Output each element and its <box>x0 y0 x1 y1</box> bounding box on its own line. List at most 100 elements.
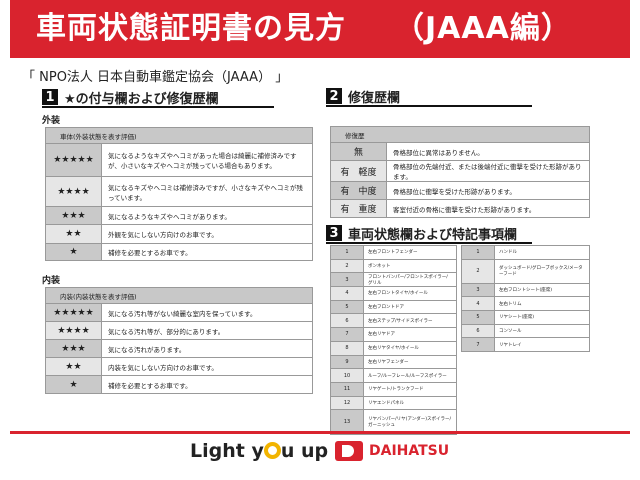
section-1-heading: 1 ★の付与欄および修復歴欄 <box>42 88 274 108</box>
row-description: ダッシュボード/グローブボックス/メーターフード <box>494 258 590 284</box>
row-key: ★ <box>45 375 102 394</box>
row-key: ★★★★★ <box>45 303 102 322</box>
row-description: ボンネット <box>363 258 457 274</box>
repair-history-table: 修復歴無骨格部位に異常はありません。有 軽度 骨格部位の先端付近、または後端付近に… <box>330 126 590 218</box>
row-description: 気になる汚れがあります。 <box>101 339 313 358</box>
section-title: 修復歴欄 <box>348 90 401 106</box>
section-title: ★の付与欄および修復歴欄 <box>64 91 219 107</box>
row-key: 12 <box>330 395 364 411</box>
table-row: ★★★★ 気になるキズやヘコミは補修済みですが、小さなキズやヘコミが残っています。 <box>45 176 313 207</box>
table-row: 10 ルーフ/ルーフレール/ルーフスポイラー <box>330 368 457 383</box>
table-row: ★ 補修を必要とするお車です。 <box>45 375 313 394</box>
row-key: 4 <box>330 286 364 301</box>
divider <box>10 431 630 434</box>
table-header: 内装(内装状態を表す評価) <box>45 287 313 304</box>
row-key: 11 <box>330 381 364 397</box>
row-key: 4 <box>461 296 495 312</box>
exterior-parts-table: 1 左右フロントフェンダー 2 ボンネット 3 フロントバンパー/フロントスポイラー/グリ… <box>330 245 457 436</box>
table-row: ★★★★★ 気になるようなキズやヘコミがあった場合は綺麗に補修済みですが、小さいな… <box>45 143 313 177</box>
table-row: 7 リヤトレイ <box>461 337 590 353</box>
row-description: 内装を気にしない方向けのお車です。 <box>101 357 313 376</box>
row-description: 気になるキズやヘコミは補修済みですが、小さなキズやヘコミが残っています。 <box>101 176 313 207</box>
row-description: フロントバンパー/フロントスポイラー/グリル <box>363 272 457 288</box>
row-key: 8 <box>330 340 364 356</box>
table-row: ★★★★ 気になる汚れ等が、部分的にあります。 <box>45 321 313 340</box>
row-key: 有 重度 <box>330 199 387 218</box>
row-description: 骨格部位に異常はありません。 <box>386 142 590 161</box>
section-title: 車両状態欄および特記事項欄 <box>348 227 518 243</box>
row-description: ルーフ/ルーフレール/ルーフスポイラー <box>363 368 457 383</box>
row-key: ★★ <box>45 224 102 244</box>
row-description: 補修を必要とするお車です。 <box>101 375 313 394</box>
exterior-label: 外装 <box>42 116 61 126</box>
row-key: 5 <box>330 299 364 315</box>
row-key: ★★★ <box>45 339 102 358</box>
table-row: 3 フロントバンパー/フロントスポイラー/グリル <box>330 272 457 288</box>
table-row: 12 リヤエンドパネル <box>330 395 457 411</box>
table-row: ★★★ 気になる汚れがあります。 <box>45 339 313 358</box>
row-key: ★★ <box>45 357 102 376</box>
row-description: リヤエンドパネル <box>363 395 457 411</box>
row-description: 骨格部位に衝撃を受けた形跡があります。 <box>386 181 590 200</box>
row-description: 気になる汚れ等がない綺麗な室内を保っています。 <box>101 303 313 322</box>
row-description: 左右フロントシート(座席) <box>494 282 590 298</box>
row-key: 5 <box>461 310 495 325</box>
table-row: 5 リヤシート(座席) <box>461 310 590 325</box>
table-row: ★★★ 気になるようなキズやヘコミがあります。 <box>45 206 313 225</box>
interior-label: 内装 <box>42 276 61 286</box>
row-description: コンソール <box>494 323 590 339</box>
table-row: ★★ 外観を気にしない方向けのお車です。 <box>45 224 313 244</box>
table-header: 修復歴 <box>330 126 590 143</box>
row-description: リヤゲート/トランクフード <box>363 381 457 397</box>
table-row: 8 左右リヤタイヤ/ホイール <box>330 340 457 356</box>
row-key: 有 中度 <box>330 181 387 200</box>
row-description: 外観を気にしない方向けのお車です。 <box>101 224 313 244</box>
section-2-heading: 2 修復歴欄 <box>326 87 532 107</box>
row-key: 9 <box>330 354 364 370</box>
table-row: 2 ボンネット <box>330 258 457 274</box>
table-row: 13 リヤバンパー/リヤ(アンダー)スポイラー/ガーニッシュ <box>330 409 457 436</box>
table-row: ★★ 内装を気にしない方向けのお車です。 <box>45 357 313 376</box>
section-number: 2 <box>326 88 342 104</box>
table-row: 6 コンソール <box>461 323 590 339</box>
row-description: 左右リヤタイヤ/ホイール <box>363 340 457 356</box>
table-row: 3 左右フロントシート(座席) <box>461 282 590 298</box>
row-key: 無 <box>330 142 387 161</box>
row-key: ★★★ <box>45 206 102 225</box>
row-key: 2 <box>330 258 364 274</box>
row-key: 6 <box>330 313 364 329</box>
row-description: 左右リヤフェンダー <box>363 354 457 370</box>
organization: 「 NPO法人 日本自動車鑑定協会（JAAA） 」 <box>22 70 289 85</box>
row-key: ★★★★★ <box>45 143 102 177</box>
row-key: 7 <box>461 337 495 353</box>
table-row: ★★★★★ 気になる汚れ等がない綺麗な室内を保っています。 <box>45 303 313 322</box>
row-description: リヤバンパー/リヤ(アンダー)スポイラー/ガーニッシュ <box>363 409 457 436</box>
table-row: 9 左右リヤフェンダー <box>330 354 457 370</box>
row-description: 左右ステップ/サイドスポイラー <box>363 313 457 329</box>
row-description: 補修を必要とするお車です。 <box>101 243 313 261</box>
daihatsu-logo: DAIHATSU <box>335 441 449 461</box>
table-row: 7 左右リヤドア <box>330 327 457 342</box>
table-row: 5 左右フロントドア <box>330 299 457 315</box>
section-3-heading: 3 車両状態欄および特記事項欄 <box>326 224 532 244</box>
row-description: リヤシート(座席) <box>494 310 590 325</box>
table-row: 4 左右フロントタイヤ/ホイール <box>330 286 457 301</box>
row-key: 13 <box>330 409 364 436</box>
title-banner: 車両状態証明書の見方 （JAAA編） <box>10 0 630 58</box>
table-row: ★ 補修を必要とするお車です。 <box>45 243 313 261</box>
table-row: 無骨格部位に異常はありません。 <box>330 142 590 161</box>
table-row: 2 ダッシュボード/グローブボックス/メーターフード <box>461 258 590 284</box>
row-description: 左右フロントフェンダー <box>363 245 457 260</box>
table-row: 有 中度 骨格部位に衝撃を受けた形跡があります。 <box>330 181 590 200</box>
page-subtitle: （JAAA編） <box>394 11 572 46</box>
table-row: 有 軽度 骨格部位の先端付近、または後端付近に衝撃を受けた形跡があります。 <box>330 160 590 182</box>
row-key: 7 <box>330 327 364 342</box>
daihatsu-mark-icon <box>335 441 363 461</box>
row-key: 3 <box>461 282 495 298</box>
table-row: 6 左右ステップ/サイドスポイラー <box>330 313 457 329</box>
exterior-rating-table: 車体(外装状態を表す評価) ★★★★★ 気になるようなキズやヘコミがあった場合は綺麗… <box>45 127 313 261</box>
row-description: ハンドル <box>494 245 590 260</box>
row-description: 気になるようなキズやヘコミがあります。 <box>101 206 313 225</box>
table-row: 1 左右フロントフェンダー <box>330 245 457 260</box>
